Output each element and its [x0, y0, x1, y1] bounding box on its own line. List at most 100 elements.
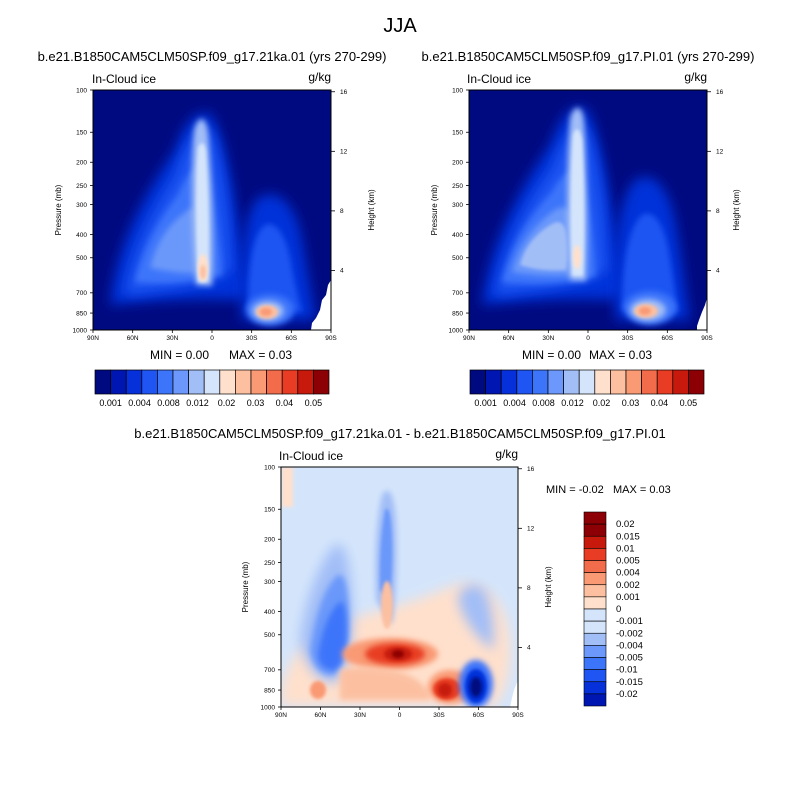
height-tick-label: 16 — [527, 466, 535, 473]
panel-1-max-text: MAX = 0.03 — [229, 348, 292, 362]
y-tick-label: 200 — [76, 160, 87, 167]
panel-1-units-label: g/kg — [308, 70, 331, 84]
y-tick-label: 850 — [76, 310, 87, 317]
y-tick-label: 700 — [452, 290, 463, 297]
panel-1-core-inner — [196, 143, 209, 282]
x-tick-label: 90N — [275, 712, 287, 719]
colorbar-label: 0.002 — [616, 580, 640, 591]
colorbar-swatch — [94, 369, 111, 395]
x-tick-label: 60N — [127, 335, 139, 342]
panel-2-max-text: MAX = 0.03 — [589, 348, 652, 362]
panel-3-trop-low-pos — [340, 667, 430, 700]
x-tick-label: 30N — [354, 712, 366, 719]
colorbar-label: -0.002 — [616, 628, 643, 639]
y-tick-label: 850 — [452, 310, 463, 317]
colorbar-swatch — [141, 369, 158, 395]
y-tick-label: 300 — [76, 202, 87, 209]
panel-1-min-text: MIN = 0.00 — [150, 348, 209, 362]
y-tick-label: 250 — [76, 183, 87, 190]
panel-1: b.e21.B1850CAM5CLM50SP.f09_g17.21ka.01 (… — [38, 49, 387, 408]
colorbar-swatch — [313, 369, 330, 395]
height-tick-label: 8 — [716, 208, 720, 215]
panel-2-y2label: Height (km) — [732, 189, 741, 231]
height-tick-label: 12 — [527, 526, 535, 533]
y-tick-label: 250 — [452, 183, 463, 190]
height-tick-label: 8 — [340, 208, 344, 215]
colorbar-label: 0.012 — [186, 398, 209, 408]
panel-3-trop-pos-peak — [392, 650, 404, 658]
colorbar-swatch — [583, 572, 607, 586]
x-tick-label: 0 — [398, 712, 402, 719]
panel-3-nh-neg-inner — [318, 601, 347, 670]
colorbar-swatch — [583, 523, 607, 537]
y-tick-label: 700 — [76, 290, 87, 297]
x-tick-label: 90S — [701, 335, 713, 342]
x-tick-label: 90N — [463, 335, 475, 342]
panel-3-y2label: Height (km) — [544, 566, 553, 608]
panel-1-core-peak-2 — [200, 265, 206, 279]
colorbar-swatch — [172, 369, 189, 395]
panel-3-units-label: g/kg — [495, 447, 518, 461]
colorbar-swatch — [266, 369, 283, 395]
panel-2: b.e21.B1850CAM5CLM50SP.f09_g17.PI.01 (yr… — [422, 49, 755, 408]
panel-3-mid-pos-column — [381, 581, 393, 629]
y-tick-label: 150 — [76, 130, 87, 137]
x-tick-label: 0 — [210, 335, 214, 342]
colorbar-swatch — [583, 657, 607, 670]
x-tick-label: 30N — [542, 335, 554, 342]
y-tick-label: 500 — [264, 632, 275, 639]
panel-3-axes: 90N 60N 30N 0 30S 60S 90S 100 150 200 250 300 400 500… — [261, 464, 535, 719]
y-tick-label: 850 — [264, 687, 275, 694]
colorbar-label: -0.005 — [616, 653, 643, 664]
panel-3-min-text: MIN = -0.02 — [546, 484, 604, 496]
height-tick-label: 12 — [716, 149, 724, 156]
colorbar-swatch — [583, 669, 607, 683]
colorbar-label: 0.04 — [651, 398, 669, 408]
panel-3-top-left-patch — [282, 467, 293, 507]
colorbar-swatch — [583, 620, 607, 634]
panel-3-nh-low-pos — [310, 681, 326, 699]
y-tick-label: 250 — [264, 560, 275, 567]
colorbar-label: 0.012 — [561, 398, 584, 408]
colorbar-label: -0.001 — [616, 616, 643, 627]
panel-1-sh-storm-peak — [260, 308, 272, 316]
x-tick-label: 60N — [503, 335, 515, 342]
x-tick-label: 60S — [473, 712, 485, 719]
colorbar-label: 0.004 — [503, 398, 526, 408]
colorbar-swatch — [672, 369, 689, 395]
panel-2-ylabel: Pressure (mb) — [430, 184, 439, 235]
x-tick-label: 60S — [662, 335, 674, 342]
colorbar-label: 0.004 — [128, 398, 151, 408]
panel-2-sh-storm-peak — [639, 307, 651, 315]
panel-2-axes: 90N 60N 30N 0 30S 60S 90S 100 150 200 250 300 400 500… — [449, 87, 724, 342]
panel-1-topography — [311, 280, 331, 330]
height-tick-label: 12 — [340, 149, 348, 156]
colorbar-label: 0.001 — [99, 398, 122, 408]
colorbar-label: -0.004 — [616, 640, 643, 651]
panel-2-units-label: g/kg — [684, 70, 707, 84]
panel-2-core-peak — [573, 245, 581, 269]
panel-1-field — [93, 90, 331, 330]
colorbar-swatch — [219, 369, 236, 395]
y-tick-label: 400 — [452, 232, 463, 239]
y-tick-label: 1000 — [449, 327, 464, 334]
panel-3-ylabel: Pressure (mb) — [241, 561, 250, 612]
panel-1-variable-label: In-Cloud ice — [92, 72, 156, 86]
colorbar-swatch — [656, 369, 674, 395]
colorbar-label: 0.03 — [247, 398, 265, 408]
panel-3-field — [281, 467, 518, 707]
colorbar-swatch — [583, 645, 607, 658]
y-tick-label: 300 — [452, 202, 463, 209]
panel-1-ylabel: Pressure (mb) — [54, 184, 63, 235]
panel-2-upper-band-2 — [520, 222, 568, 271]
x-tick-label: 30S — [246, 335, 258, 342]
colorbar-swatch — [594, 369, 611, 395]
colorbar-swatch — [583, 681, 607, 695]
panel-2-field — [469, 90, 707, 330]
colorbar-swatch — [110, 369, 127, 395]
colorbar-label: 0.001 — [616, 592, 640, 603]
panel-1-sh-band-mid — [248, 224, 302, 312]
colorbar-label: 0.04 — [276, 398, 294, 408]
colorbar-swatch — [583, 596, 607, 610]
